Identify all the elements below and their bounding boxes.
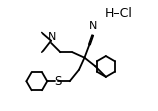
Text: N: N [47, 32, 56, 42]
Text: N: N [88, 21, 97, 31]
Text: H–Cl: H–Cl [105, 7, 133, 20]
Text: S: S [54, 75, 61, 88]
